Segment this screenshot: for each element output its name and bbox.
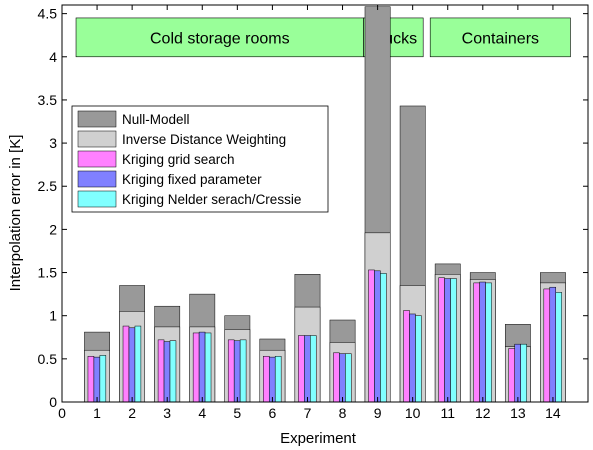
bar-kriging-grid-search-9 xyxy=(368,269,375,403)
bar-kriging-fixed-parameter-13 xyxy=(514,343,521,403)
bar-kriging-fixed-parameter-1 xyxy=(93,356,101,403)
y-tick-label: 2.5 xyxy=(38,178,58,194)
bar-kriging-nelder-serach-cressie-8 xyxy=(345,353,352,403)
group-boxes: Cold storage rooms Trucks Containers xyxy=(75,17,571,58)
bar-kriging-nelder-serach-cressie-10 xyxy=(415,315,422,403)
bar-kriging-fixed-parameter-9 xyxy=(374,270,381,403)
bar-kriging-grid-search-2 xyxy=(122,325,130,403)
legend-swatch-0 xyxy=(77,110,117,128)
x-tick-label: 10 xyxy=(405,405,421,421)
x-tick-label: 5 xyxy=(233,405,241,421)
y-tick-label: 0.5 xyxy=(38,351,58,367)
x-tick-label: 11 xyxy=(440,405,455,421)
bar-kriging-nelder-serach-cressie-1 xyxy=(99,355,107,403)
x-tick-label: 12 xyxy=(475,405,491,421)
x-tick-label: 0 xyxy=(58,405,66,421)
bar-kriging-nelder-serach-cressie-14 xyxy=(555,292,562,403)
bar-kriging-grid-search-3 xyxy=(157,339,165,403)
group-box-0 xyxy=(75,17,364,58)
bar-kriging-fixed-parameter-5 xyxy=(233,340,241,403)
legend-label-3: Kriging fixed parameter xyxy=(122,172,262,187)
y-axis-label: Interpolation error in [K] xyxy=(7,135,24,292)
x-tick-label: 14 xyxy=(545,405,561,421)
x-tick-label: 6 xyxy=(269,405,277,421)
bar-kriging-fixed-parameter-10 xyxy=(409,313,416,403)
x-tick-label: 7 xyxy=(304,405,312,421)
bar-kriging-nelder-serach-cressie-13 xyxy=(520,343,527,403)
legend-swatch-4 xyxy=(77,190,117,208)
legend-label-0: Null-Modell xyxy=(122,112,190,127)
bar-kriging-fixed-parameter-11 xyxy=(444,278,451,403)
axes xyxy=(61,4,589,403)
bar-kriging-fixed-parameter-8 xyxy=(339,353,346,403)
y-tick-label: 4 xyxy=(49,49,57,65)
x-tick-label: 9 xyxy=(374,405,382,421)
bar-kriging-nelder-serach-cressie-9 xyxy=(380,273,387,403)
bar-kriging-nelder-serach-cressie-12 xyxy=(485,282,492,403)
bar-kriging-grid-search-6 xyxy=(263,356,270,403)
bar-kriging-grid-search-12 xyxy=(473,282,480,403)
bar-kriging-nelder-serach-cressie-5 xyxy=(239,339,247,403)
legend-swatch-3 xyxy=(77,170,117,188)
bar-kriging-grid-search-8 xyxy=(333,352,340,403)
x-tick-label: 2 xyxy=(128,405,136,421)
x-tick-label: 13 xyxy=(510,405,526,421)
plot-frame xyxy=(61,4,589,403)
legend: Null-Modell Inverse Distance Weighting Kri… xyxy=(71,105,329,213)
y-tick-label: 1.5 xyxy=(38,265,58,281)
x-tick-label: 3 xyxy=(163,405,171,421)
group-box-label-0: Cold storage rooms xyxy=(150,30,290,47)
x-tick-label: 4 xyxy=(198,405,206,421)
bar-kriging-fixed-parameter-12 xyxy=(479,281,486,403)
bar-kriging-nelder-serach-cressie-7 xyxy=(310,335,317,403)
group-box-2 xyxy=(429,17,571,58)
bar-kriging-grid-search-11 xyxy=(438,277,445,403)
legend-swatch-1 xyxy=(77,130,117,148)
bar-kriging-nelder-serach-cressie-11 xyxy=(450,278,457,403)
bar-kriging-grid-search-5 xyxy=(227,339,235,403)
legend-label-2: Kriging grid search xyxy=(122,152,235,167)
x-axis-label: Experiment xyxy=(280,430,357,447)
bar-kriging-grid-search-13 xyxy=(508,348,515,403)
bar-kriging-nelder-serach-cressie-2 xyxy=(134,325,142,403)
bar-kriging-nelder-serach-cressie-3 xyxy=(169,340,177,403)
bars xyxy=(84,6,566,403)
y-tick-label: 4.5 xyxy=(38,6,58,22)
y-tick-label: 2 xyxy=(49,221,57,237)
x-tick-label: 1 xyxy=(93,405,101,421)
bar-kriging-grid-search-4 xyxy=(192,332,200,403)
y-tick-label: 0 xyxy=(49,394,57,410)
legend-label-4: Kriging Nelder serach/Cressie xyxy=(122,192,301,207)
legend-label-1: Inverse Distance Weighting xyxy=(122,132,286,147)
bar-kriging-fixed-parameter-7 xyxy=(304,335,311,403)
bar-kriging-fixed-parameter-14 xyxy=(549,286,556,403)
legend-swatch-2 xyxy=(77,150,117,168)
y-tick-label: 3.5 xyxy=(38,92,58,108)
bar-kriging-nelder-serach-cressie-4 xyxy=(204,332,212,403)
bar-kriging-fixed-parameter-4 xyxy=(198,331,206,403)
y-tick-label: 3 xyxy=(49,135,57,151)
bar-kriging-grid-search-10 xyxy=(403,310,410,403)
bar-kriging-fixed-parameter-3 xyxy=(163,341,171,403)
bar-kriging-grid-search-7 xyxy=(298,335,305,403)
bar-kriging-fixed-parameter-2 xyxy=(128,327,136,403)
bar-kriging-grid-search-1 xyxy=(87,356,95,403)
bar-kriging-fixed-parameter-6 xyxy=(268,356,276,403)
bar-kriging-nelder-serach-cressie-6 xyxy=(274,356,282,403)
bar-kriging-grid-search-14 xyxy=(543,288,551,403)
y-tick-label: 1 xyxy=(49,308,57,324)
x-tick-label: 8 xyxy=(339,405,347,421)
group-box-label-2: Containers xyxy=(462,30,539,47)
